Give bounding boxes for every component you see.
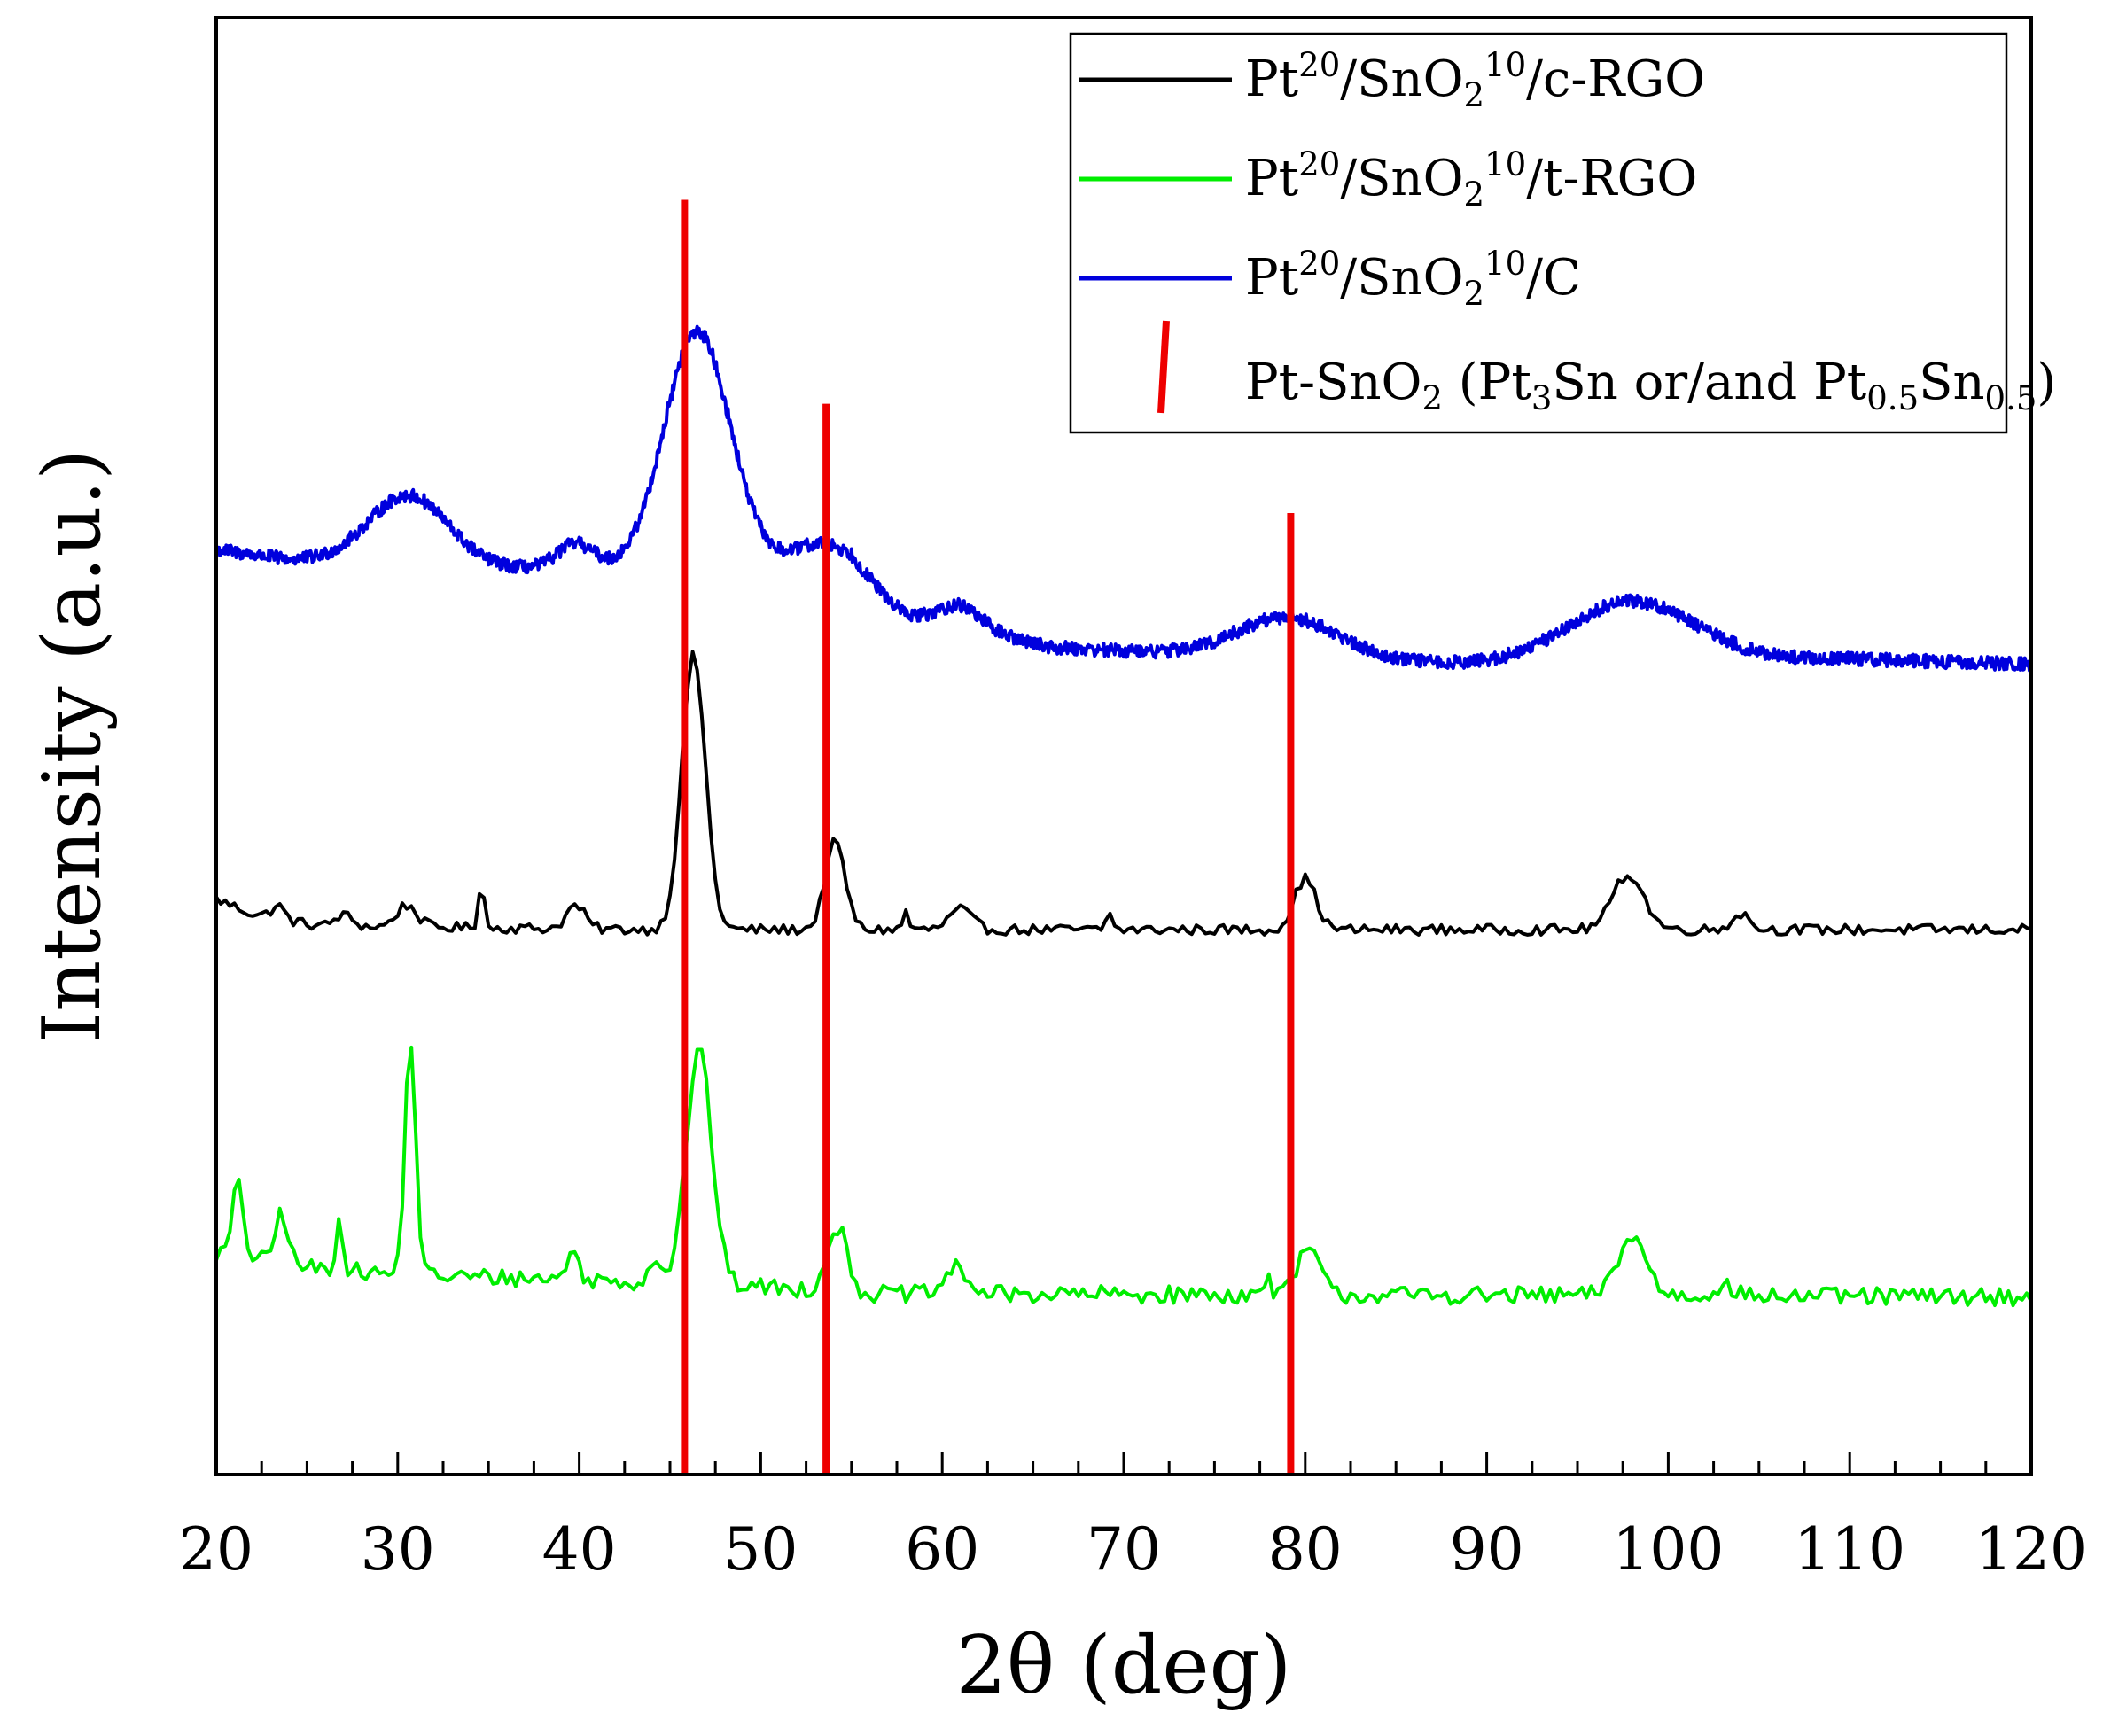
legend-label-1: Pt20/SnO210/c-RGO bbox=[1245, 46, 1705, 114]
x-axis-title: 2θ (deg) bbox=[956, 1619, 1292, 1712]
series-line-2 bbox=[216, 1045, 2031, 1308]
series-line-3 bbox=[216, 324, 2031, 673]
x-tick-label: 40 bbox=[542, 1515, 617, 1584]
x-tick-label: 60 bbox=[905, 1515, 979, 1584]
x-axis-ticks bbox=[214, 1452, 2033, 1475]
x-tick-label: 30 bbox=[361, 1515, 435, 1584]
legend-label-2: Pt20/SnO210/t-RGO bbox=[1245, 145, 1697, 214]
x-tick-label: 100 bbox=[1612, 1515, 1724, 1584]
legend: Pt20/SnO210/c-RGO Pt20/SnO210/t-RGO Pt20/S… bbox=[1069, 32, 2056, 434]
legend-box bbox=[1069, 32, 2008, 434]
x-tick-label: 90 bbox=[1450, 1515, 1524, 1584]
x-tick-label: 70 bbox=[1087, 1515, 1161, 1584]
x-tick-label: 80 bbox=[1268, 1515, 1343, 1584]
legend-label-reference: Pt-SnO2 (Pt3Sn or/and Pt0.5Sn0.5) bbox=[1245, 354, 2056, 417]
x-tick-label: 50 bbox=[723, 1515, 798, 1584]
y-axis-title: Intensity (a.u.) bbox=[26, 449, 119, 1044]
plot-frame bbox=[214, 16, 2033, 1476]
x-tick-label: 120 bbox=[1975, 1515, 2087, 1584]
series-group bbox=[216, 324, 2031, 1308]
reference-lines bbox=[681, 199, 1295, 1475]
x-tick-label: 110 bbox=[1794, 1515, 1905, 1584]
legend-label-3: Pt20/SnO210/C bbox=[1245, 245, 1581, 313]
series-line-1 bbox=[216, 650, 2031, 937]
legend-swatch-reference bbox=[1157, 320, 1170, 414]
x-axis-tick-labels: 20 30 40 50 60 70 80 90 100 110 120 bbox=[179, 1515, 2087, 1584]
x-tick-label: 20 bbox=[179, 1515, 253, 1584]
